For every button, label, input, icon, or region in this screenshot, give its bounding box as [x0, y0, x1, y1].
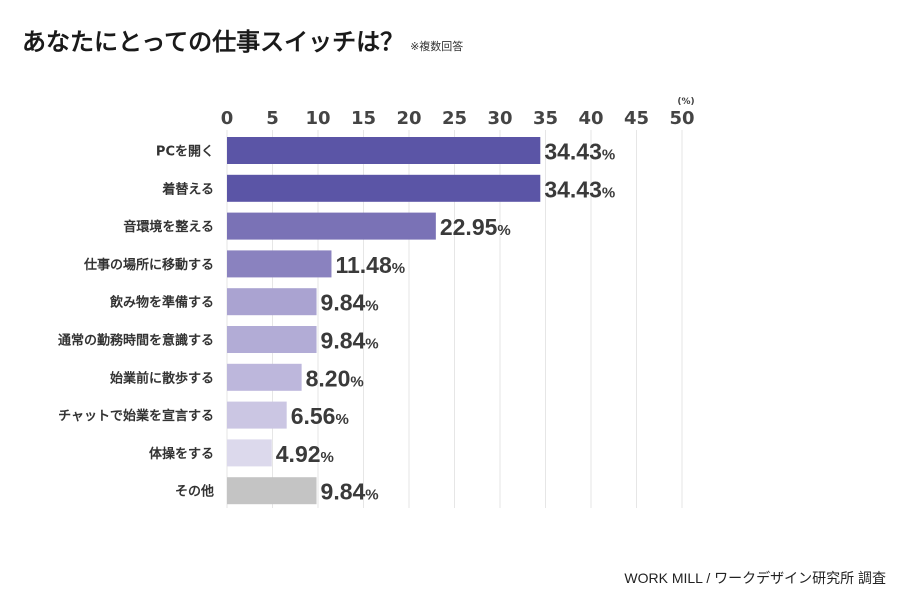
category-label: 仕事の場所に移動する [83, 257, 214, 273]
x-tick-label: 0 [221, 108, 234, 129]
x-tick-label: 10 [305, 108, 330, 129]
bar [227, 401, 287, 429]
bar [227, 363, 302, 391]
x-tick-label: 35 [533, 108, 558, 129]
x-tick-label: 5 [266, 108, 279, 129]
data-label-unit: % [335, 411, 348, 428]
data-label: 9.84% [321, 479, 379, 505]
x-tick-label: 45 [624, 108, 649, 129]
data-label-unit: % [602, 147, 615, 164]
title-note: ※複数回答 [410, 40, 464, 53]
data-label-unit: % [365, 487, 378, 504]
x-tick-label: 25 [442, 108, 467, 129]
data-label: 34.43% [544, 139, 615, 165]
category-label: その他 [175, 484, 214, 500]
category-label: チャットで始業を宣言する [58, 408, 214, 424]
data-label-unit: % [392, 260, 405, 277]
source-credit: WORK MILL / ワークデザイン研究所 調査 [624, 570, 886, 586]
data-label-unit: % [321, 449, 334, 466]
data-label-unit: % [497, 222, 510, 239]
category-label: PCを開く [156, 145, 214, 160]
x-tick-label: 20 [396, 108, 421, 129]
x-tick-label: 50 [669, 108, 694, 129]
bar [227, 288, 317, 316]
category-label: 始業前に散歩する [110, 370, 214, 386]
category-label: 体操をする [149, 446, 214, 462]
x-tick-label: 40 [578, 108, 603, 129]
bar [227, 326, 317, 353]
data-label-unit: % [365, 298, 378, 315]
bar [227, 477, 317, 505]
unit-label: (%) [677, 97, 694, 107]
category-label: 音環境を整える [123, 219, 214, 235]
data-label: 4.92% [276, 441, 334, 467]
bar [227, 137, 541, 164]
chart-title: あなたにとっての仕事スイッチは？ ※複数回答 [22, 22, 463, 57]
category-label: 着替える [161, 181, 214, 197]
data-label: 11.48% [335, 252, 405, 278]
data-label-unit: % [350, 373, 363, 390]
bar [227, 212, 436, 240]
x-tick-label: 30 [487, 108, 512, 129]
x-tick-label: 15 [351, 108, 376, 129]
bar [227, 250, 332, 278]
chart-title-text: あなたにとっての仕事スイッチは？ [22, 28, 405, 56]
bar [227, 439, 272, 467]
data-label: 8.20% [306, 365, 364, 391]
bar [227, 174, 541, 202]
data-label: 9.84% [321, 328, 379, 354]
category-label: 通常の勤務時間を意識する [58, 333, 214, 349]
data-label: 9.84% [321, 290, 379, 316]
data-label-unit: % [365, 336, 378, 353]
data-label: 34.43% [544, 176, 615, 202]
category-label: 飲み物を準備する [109, 295, 214, 311]
data-label: 6.56% [291, 403, 349, 429]
data-label-unit: % [602, 184, 615, 201]
